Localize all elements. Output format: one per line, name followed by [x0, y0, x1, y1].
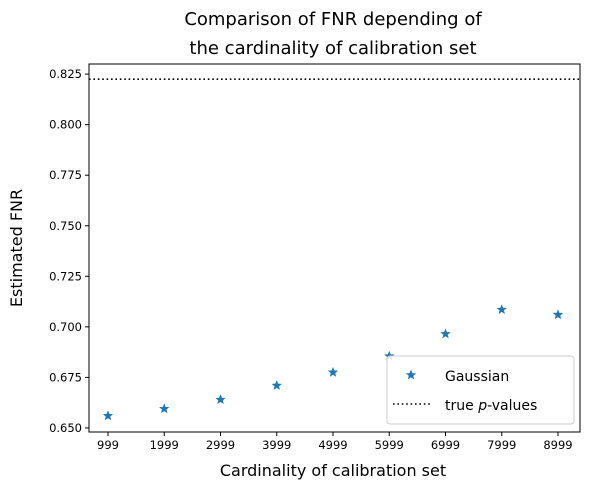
legend-box [386, 355, 575, 425]
chart-title-line2: the cardinality of calibration set [189, 38, 476, 59]
y-tick-label: 0.700 [49, 320, 82, 334]
data-point [440, 328, 451, 339]
y-tick-label: 0.825 [49, 67, 82, 81]
x-tick-label: 8999 [543, 438, 572, 452]
x-tick-label: 7999 [487, 438, 516, 452]
legend-label-suffix: -values [487, 398, 537, 414]
data-point [327, 366, 339, 377]
legend-label-true-p-values: true p-values [445, 398, 537, 414]
x-tick-label: 999 [97, 438, 119, 452]
x-tick-label: 4999 [318, 438, 347, 452]
x-tick-label: 2999 [206, 438, 235, 452]
x-tick-label: 6999 [431, 438, 460, 452]
legend-label-prefix: true [445, 398, 478, 414]
data-point [552, 309, 564, 320]
y-axis: 0.650 0.675 0.700 0.725 0.750 0.775 0.800 0.825 [49, 67, 89, 435]
x-axis-label: Cardinality of calibration set [220, 461, 446, 480]
data-point [496, 304, 507, 315]
x-axis: 999 1999 2999 3999 4999 5999 6999 7999 8999 [97, 432, 573, 452]
y-axis-label: Estimated FNR [7, 189, 26, 307]
legend: Gaussian true p-values [386, 355, 575, 425]
x-tick-label: 3999 [262, 438, 291, 452]
x-tick-label: 5999 [375, 438, 404, 452]
y-tick-label: 0.750 [49, 219, 82, 233]
data-point [215, 394, 226, 405]
y-tick-label: 0.650 [49, 421, 82, 435]
data-point [271, 380, 282, 390]
legend-label-italic: p [477, 398, 487, 414]
plot-frame [88, 63, 581, 433]
legend-label-gaussian: Gaussian [445, 369, 509, 385]
y-tick-label: 0.800 [49, 118, 82, 132]
x-tick-label: 1999 [150, 438, 179, 452]
chart-title-line1: Comparison of FNR depending of [184, 9, 482, 30]
y-tick-label: 0.725 [49, 269, 82, 283]
legend-marker-gaussian [405, 369, 417, 380]
y-tick-label: 0.675 [49, 370, 82, 384]
data-point [159, 403, 170, 414]
y-tick-label: 0.775 [49, 168, 82, 182]
data-point [102, 410, 114, 421]
